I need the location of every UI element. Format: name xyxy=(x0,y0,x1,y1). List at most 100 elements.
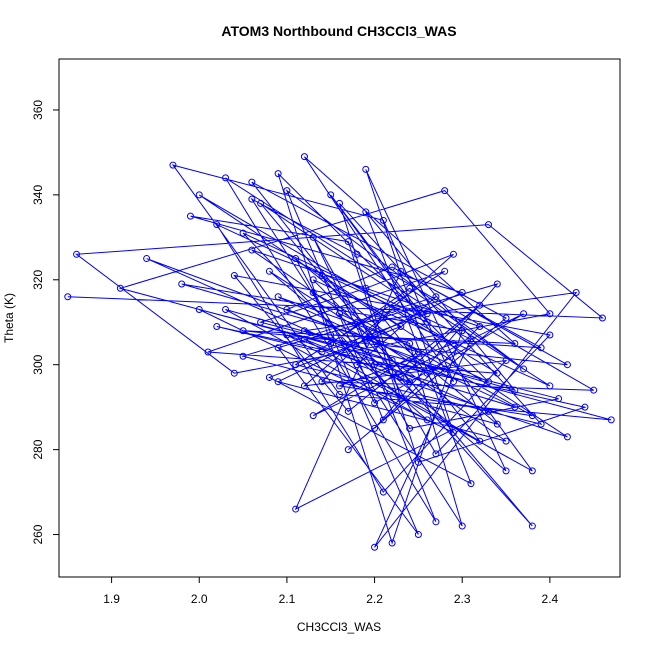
data-point xyxy=(406,339,414,347)
data-point xyxy=(388,356,396,364)
data-point xyxy=(257,318,265,326)
y-tick-label: 360 xyxy=(31,100,45,120)
y-tick-label: 340 xyxy=(31,185,45,205)
data-point xyxy=(406,284,414,292)
data-point xyxy=(502,437,510,445)
data-point xyxy=(213,221,221,229)
data-point xyxy=(414,458,422,466)
data-point xyxy=(476,322,484,330)
data-point xyxy=(406,424,414,432)
data-point xyxy=(493,280,501,288)
data-point xyxy=(572,289,580,297)
data-point xyxy=(353,250,361,258)
data-point xyxy=(528,412,536,420)
data-point xyxy=(537,344,545,352)
data-point xyxy=(274,293,282,301)
data-point xyxy=(388,306,396,314)
data-point xyxy=(178,280,186,288)
data-point xyxy=(239,352,247,360)
data-point xyxy=(222,306,230,314)
data-point xyxy=(362,208,370,216)
plot-frame xyxy=(58,58,621,578)
data-point xyxy=(397,395,405,403)
data-point xyxy=(555,395,563,403)
data-point xyxy=(493,420,501,428)
data-point xyxy=(292,505,300,513)
data-point xyxy=(467,335,475,343)
data-point xyxy=(485,378,493,386)
data-point xyxy=(327,191,335,199)
x-axis: 1.9 2.0 2.1 2.2 2.3 2.4 xyxy=(103,577,559,606)
data-point xyxy=(388,263,396,271)
data-point xyxy=(493,369,501,377)
data-point xyxy=(458,522,466,530)
data-point xyxy=(502,356,510,364)
data-point xyxy=(449,250,457,258)
data-point xyxy=(563,361,571,369)
data-point xyxy=(537,420,545,428)
data-point xyxy=(73,250,81,258)
data-point xyxy=(309,289,317,297)
data-point xyxy=(248,178,256,186)
data-point xyxy=(511,386,519,394)
data-point xyxy=(292,255,300,263)
data-point xyxy=(300,382,308,390)
data-point xyxy=(195,191,203,199)
data-point xyxy=(283,187,291,195)
data-point xyxy=(432,518,440,526)
y-axis: 260 280 300 320 340 360 xyxy=(31,100,59,545)
data-point xyxy=(309,233,317,241)
data-point xyxy=(274,378,282,386)
data-point xyxy=(458,289,466,297)
data-point xyxy=(441,365,449,373)
data-point xyxy=(371,424,379,432)
data-point xyxy=(528,467,536,475)
data-point xyxy=(423,369,431,377)
data-point xyxy=(598,314,606,322)
data-point xyxy=(344,407,352,415)
data-point xyxy=(379,314,387,322)
data-point xyxy=(283,331,291,339)
x-axis-label: CH3CCl3_WAS xyxy=(297,620,381,634)
data-point xyxy=(379,416,387,424)
data-point xyxy=(318,272,326,280)
data-point xyxy=(327,331,335,339)
data-point xyxy=(265,267,273,275)
data-point xyxy=(300,335,308,343)
data-point xyxy=(336,199,343,207)
data-point xyxy=(406,378,414,386)
data-point xyxy=(432,293,440,301)
data-point xyxy=(344,238,352,246)
data-point xyxy=(379,216,387,224)
x-tick-label: 2.0 xyxy=(191,592,208,606)
data-point xyxy=(353,361,361,369)
data-point xyxy=(143,255,151,263)
data-point xyxy=(546,382,554,390)
chart-title: ATOM3 Northbound CH3CCl3_WAS xyxy=(221,23,456,39)
data-point xyxy=(502,314,510,322)
data-point xyxy=(397,267,405,275)
data-point xyxy=(64,293,72,301)
data-point xyxy=(248,246,256,254)
data-point xyxy=(520,365,528,373)
y-axis-label: Theta (K) xyxy=(2,293,16,343)
data-point xyxy=(371,361,379,369)
series-group xyxy=(64,153,615,551)
data-point xyxy=(362,165,370,173)
data-point xyxy=(318,378,326,386)
x-tick-label: 2.1 xyxy=(279,592,296,606)
x-tick-label: 2.3 xyxy=(454,592,471,606)
data-point xyxy=(257,199,265,207)
data-point xyxy=(467,480,475,488)
data-point xyxy=(318,348,326,356)
data-point xyxy=(476,301,484,309)
data-point xyxy=(441,187,449,195)
data-point xyxy=(300,153,308,161)
data-point xyxy=(230,369,238,377)
data-point xyxy=(265,373,273,381)
y-tick-label: 260 xyxy=(31,524,45,544)
data-point xyxy=(309,412,317,420)
data-point xyxy=(292,361,300,369)
data-point xyxy=(590,386,598,394)
data-point xyxy=(353,318,361,326)
